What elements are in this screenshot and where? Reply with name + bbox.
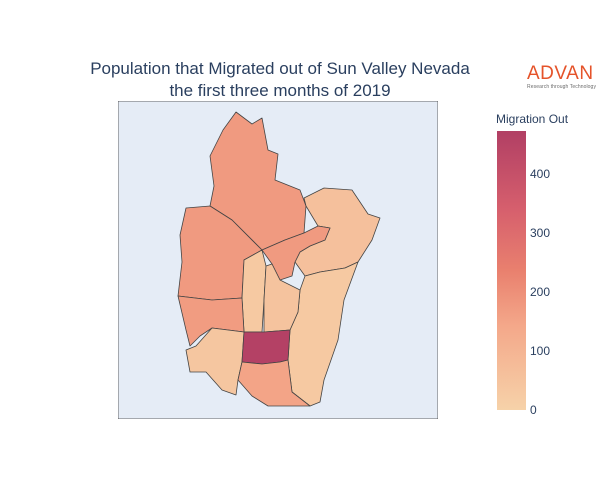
region-center-west-tract[interactable] (241, 249, 267, 333)
region-core-tract[interactable] (241, 329, 291, 365)
colorbar-tick-300: 300 (530, 226, 551, 240)
map-title: Population that Migrated out of Sun Vall… (0, 58, 560, 102)
region-center-east-tract[interactable] (263, 263, 301, 333)
region-south-west-tract[interactable] (185, 327, 245, 396)
map-title-line1: Population that Migrated out of Sun Vall… (90, 59, 470, 78)
logo-wordmark: ADVAN (527, 63, 594, 84)
colorbar-tick-0: 0 (530, 403, 537, 417)
colorbar-title: Migration Out (496, 112, 569, 126)
region-south-tract[interactable] (237, 359, 311, 407)
colorbar-tick-200: 200 (530, 285, 551, 299)
colorbar-tick-400: 400 (530, 167, 551, 181)
advan-logo: ADVAN Research through Technology (527, 63, 597, 91)
choropleth-map[interactable] (118, 101, 438, 419)
colorbar-tick-100: 100 (530, 344, 551, 358)
map-title-line2: the first three months of 2019 (169, 81, 391, 100)
colorbar-gradient (497, 131, 526, 410)
logo-tagline: Research through Technology (527, 84, 597, 90)
